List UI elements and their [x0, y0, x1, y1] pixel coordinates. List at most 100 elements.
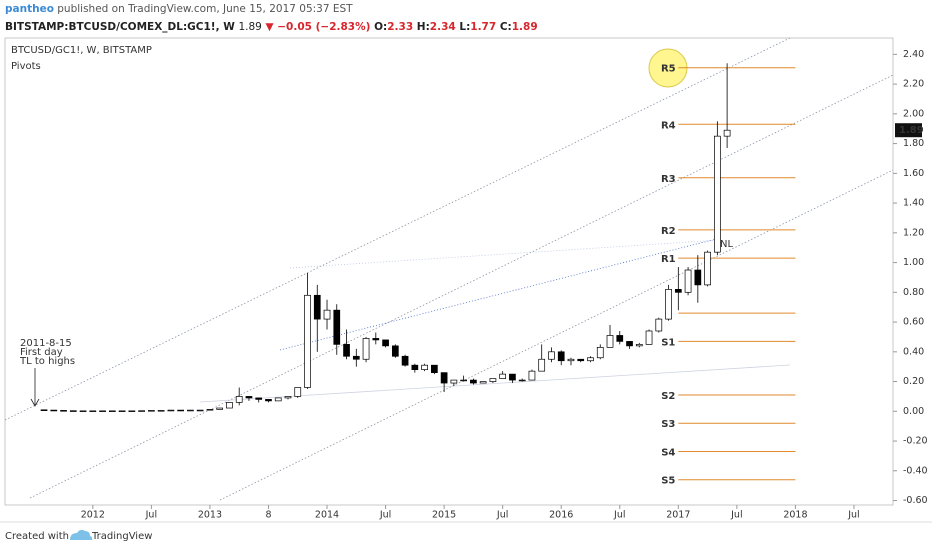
candle-body	[694, 269, 702, 286]
y-tick-label: 0.20	[903, 376, 924, 387]
candle-body	[118, 410, 126, 413]
candle-body	[645, 330, 653, 345]
candle-body	[226, 402, 233, 409]
pivot-label: S5	[661, 476, 675, 487]
x-tick-label: 2012	[81, 510, 105, 521]
o: 2.33	[387, 21, 413, 33]
x-tick-label: 2016	[549, 510, 573, 521]
candle-body	[99, 410, 106, 413]
candle-body	[382, 339, 389, 347]
candle-body	[372, 338, 380, 341]
candle-body	[196, 409, 204, 412]
y-tick-label: 2.00	[903, 108, 924, 119]
annotation: 2011-8-15	[20, 338, 72, 349]
candle-body	[89, 410, 97, 413]
y-tick-label: 0.00	[903, 406, 924, 417]
x-tick-label: 8	[265, 510, 271, 521]
pivot-label: R2	[661, 226, 676, 237]
candle-body	[411, 364, 419, 371]
candle-body	[470, 379, 477, 384]
published: published on TradingView.com, June 15, 2…	[57, 3, 353, 15]
header-line: pantheo published on TradingView.com, Ju…	[5, 3, 353, 15]
candle-body	[421, 364, 428, 371]
candle-body	[274, 397, 282, 402]
candle-body	[352, 355, 360, 360]
author[interactable]: pantheo	[5, 3, 54, 15]
x-tick-label: 2013	[198, 510, 222, 521]
candle-body	[50, 409, 58, 412]
candle-body	[479, 381, 487, 384]
symbol: BITSTAMP:BTCUSD/COMEX_DL:GC1!, W	[5, 21, 235, 33]
annotation: First day	[20, 347, 63, 358]
y-tick-label: -0.20	[903, 436, 928, 447]
candle-body	[460, 379, 467, 382]
candle-body	[323, 309, 331, 320]
candle-body	[40, 409, 48, 411]
change: ▼ −0.05 (−2.83%)	[266, 21, 371, 33]
candle-body	[587, 357, 594, 362]
candle-body	[684, 269, 692, 293]
y-tick-label: -0.40	[903, 465, 928, 476]
pivot-label: S4	[661, 447, 675, 458]
candle-body	[343, 344, 350, 357]
y-tick-label: 2.40	[903, 49, 924, 60]
candle-body	[206, 409, 214, 411]
candle-body	[509, 373, 516, 381]
trend-line	[279, 237, 721, 351]
y-tick-label: 1.60	[903, 168, 924, 179]
candle-body	[440, 372, 448, 384]
y-tick-label: 1.20	[903, 227, 924, 238]
h-label: H:	[417, 21, 430, 33]
pivot-label: S3	[661, 419, 675, 430]
candle-body	[518, 379, 526, 382]
candle-body	[167, 409, 175, 412]
pivot-label: R4	[661, 120, 676, 131]
candle-body	[538, 358, 546, 372]
chart-title: BTCUSD/GC1!, W, BITSTAMP	[11, 45, 152, 56]
y-tick-label: 0.80	[903, 287, 924, 298]
candle-body	[216, 407, 224, 410]
candle-body	[596, 347, 604, 359]
candle-body	[294, 387, 302, 397]
last-price-label: 1.89	[899, 125, 924, 136]
candle-body	[674, 288, 682, 293]
footer-text: Created with	[5, 531, 69, 542]
plot-frame	[4, 37, 894, 506]
candle-body	[69, 410, 77, 412]
x-tick-label: Jul	[379, 510, 391, 521]
candle-body	[79, 410, 87, 413]
candle-body	[401, 355, 409, 366]
candle-body	[157, 410, 165, 412]
candle-body	[148, 410, 155, 412]
candle-body	[548, 351, 555, 360]
y-tick-label: 0.40	[903, 346, 924, 357]
candle-body	[187, 409, 194, 412]
annotation: NL	[720, 239, 733, 250]
candle-body	[255, 397, 263, 400]
y-tick-label: -0.60	[903, 495, 928, 506]
x-tick-label: 2017	[666, 510, 690, 521]
channel-line	[29, 74, 894, 499]
c-label: C:	[500, 21, 512, 33]
candle-body	[333, 309, 341, 345]
y-tick-label: 1.00	[903, 257, 924, 268]
candle-body	[489, 378, 497, 382]
candle-body	[577, 358, 585, 362]
candle-body	[714, 135, 721, 253]
footer-brand[interactable]: TradingView	[91, 531, 152, 542]
candle-body	[362, 338, 370, 360]
candle-body	[528, 370, 536, 381]
pivot-label: S2	[661, 391, 675, 402]
candle-body	[245, 396, 253, 399]
y-tick-label: 0.60	[903, 317, 924, 328]
candle-body	[313, 294, 321, 320]
x-tick-label: 2014	[315, 510, 339, 521]
l-label: L:	[459, 21, 470, 33]
x-tick-label: Jul	[730, 510, 742, 521]
candle-body	[655, 318, 663, 332]
y-tick-label: 1.80	[903, 138, 924, 149]
candle-body	[450, 379, 458, 384]
o-label: O:	[374, 21, 387, 33]
